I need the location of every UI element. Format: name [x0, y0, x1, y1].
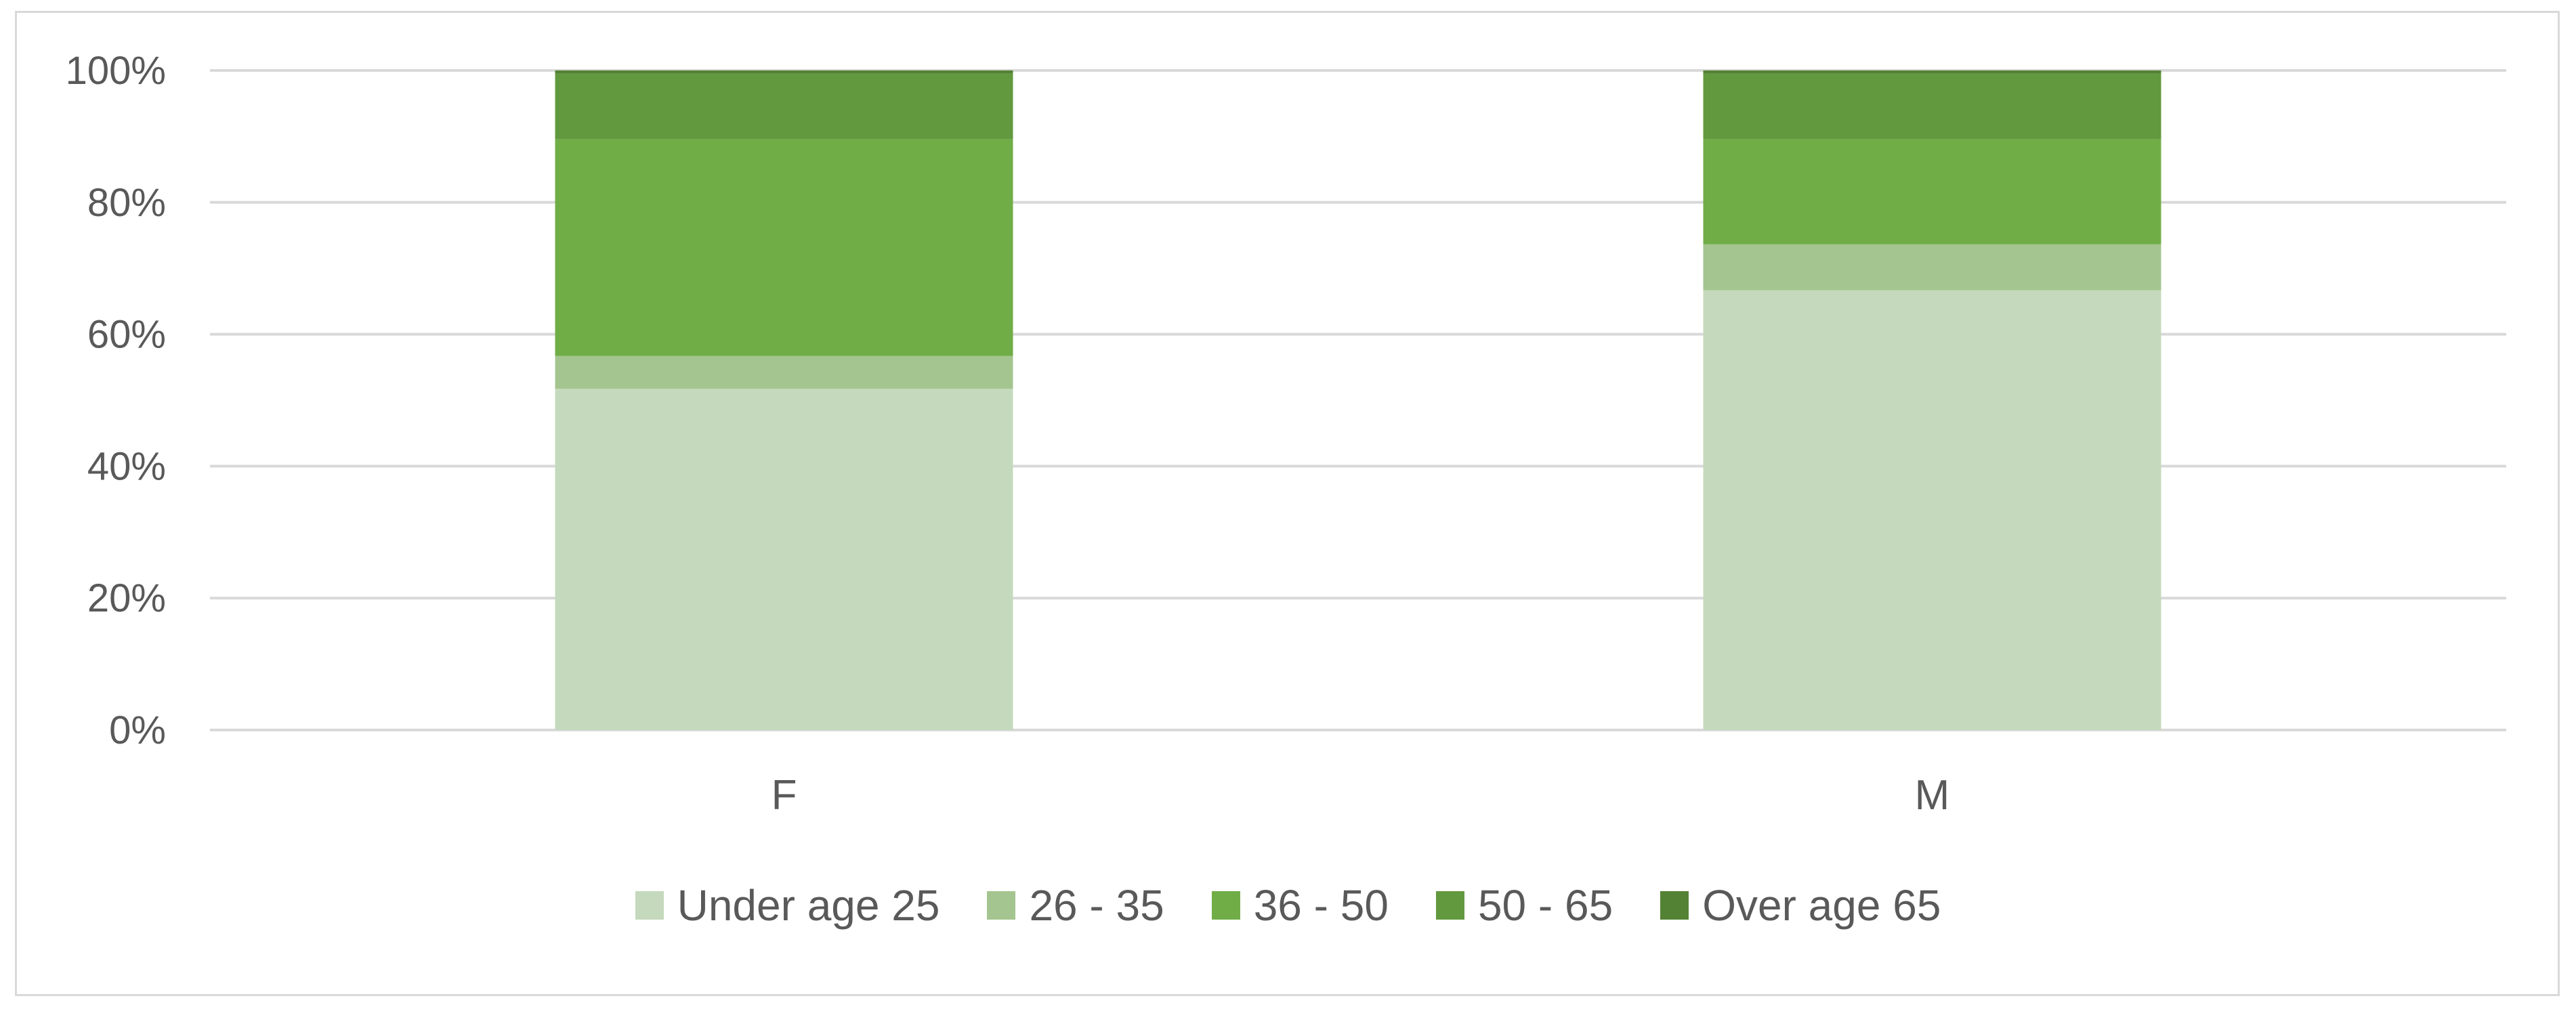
- legend: Under age 25 26 - 35 36 - 50 50 - 65 Over ag…: [0, 880, 2576, 930]
- bar-segment: [1703, 139, 2161, 244]
- bar-segment: [1703, 73, 2161, 139]
- legend-item: 26 - 35: [987, 880, 1164, 930]
- x-category-label: F: [772, 772, 797, 819]
- legend-item: Under age 25: [635, 880, 940, 930]
- bar-segment: [555, 73, 1013, 139]
- y-tick-label: 0%: [109, 708, 166, 752]
- legend-swatch: [987, 891, 1016, 920]
- legend-label: 26 - 35: [1029, 881, 1164, 930]
- x-category-label: M: [1915, 772, 1950, 819]
- bar-segment: [555, 356, 1013, 389]
- legend-label: Over age 65: [1702, 881, 1941, 930]
- gridlines: [210, 69, 2506, 731]
- bar-segment: [555, 70, 1013, 74]
- bar-segment: [555, 389, 1013, 730]
- bar-segment: [1703, 244, 2161, 291]
- legend-label: Under age 25: [677, 881, 940, 930]
- legend-swatch: [1211, 891, 1240, 920]
- y-tick-label: 60%: [87, 313, 166, 357]
- legend-swatch: [635, 891, 664, 920]
- legend-item: 50 - 65: [1435, 880, 1613, 930]
- y-tick-label: 80%: [87, 181, 166, 225]
- legend-item: Over age 65: [1660, 880, 1941, 930]
- bar-segment: [1703, 290, 2161, 731]
- y-tick-label: 100%: [66, 49, 166, 93]
- y-axis-ticks: 0% 20% 40% 60% 80% 100%: [66, 49, 166, 752]
- legend-swatch: [1660, 891, 1689, 920]
- legend-swatch: [1435, 891, 1464, 920]
- bar-segment: [555, 139, 1013, 356]
- legend-item: 36 - 50: [1211, 880, 1389, 930]
- y-tick-label: 20%: [87, 576, 166, 620]
- bars: [555, 70, 2161, 731]
- y-tick-label: 40%: [87, 444, 166, 488]
- legend-label: 36 - 50: [1253, 881, 1389, 930]
- legend-label: 50 - 65: [1477, 881, 1613, 930]
- bar-segment: [1703, 70, 2161, 74]
